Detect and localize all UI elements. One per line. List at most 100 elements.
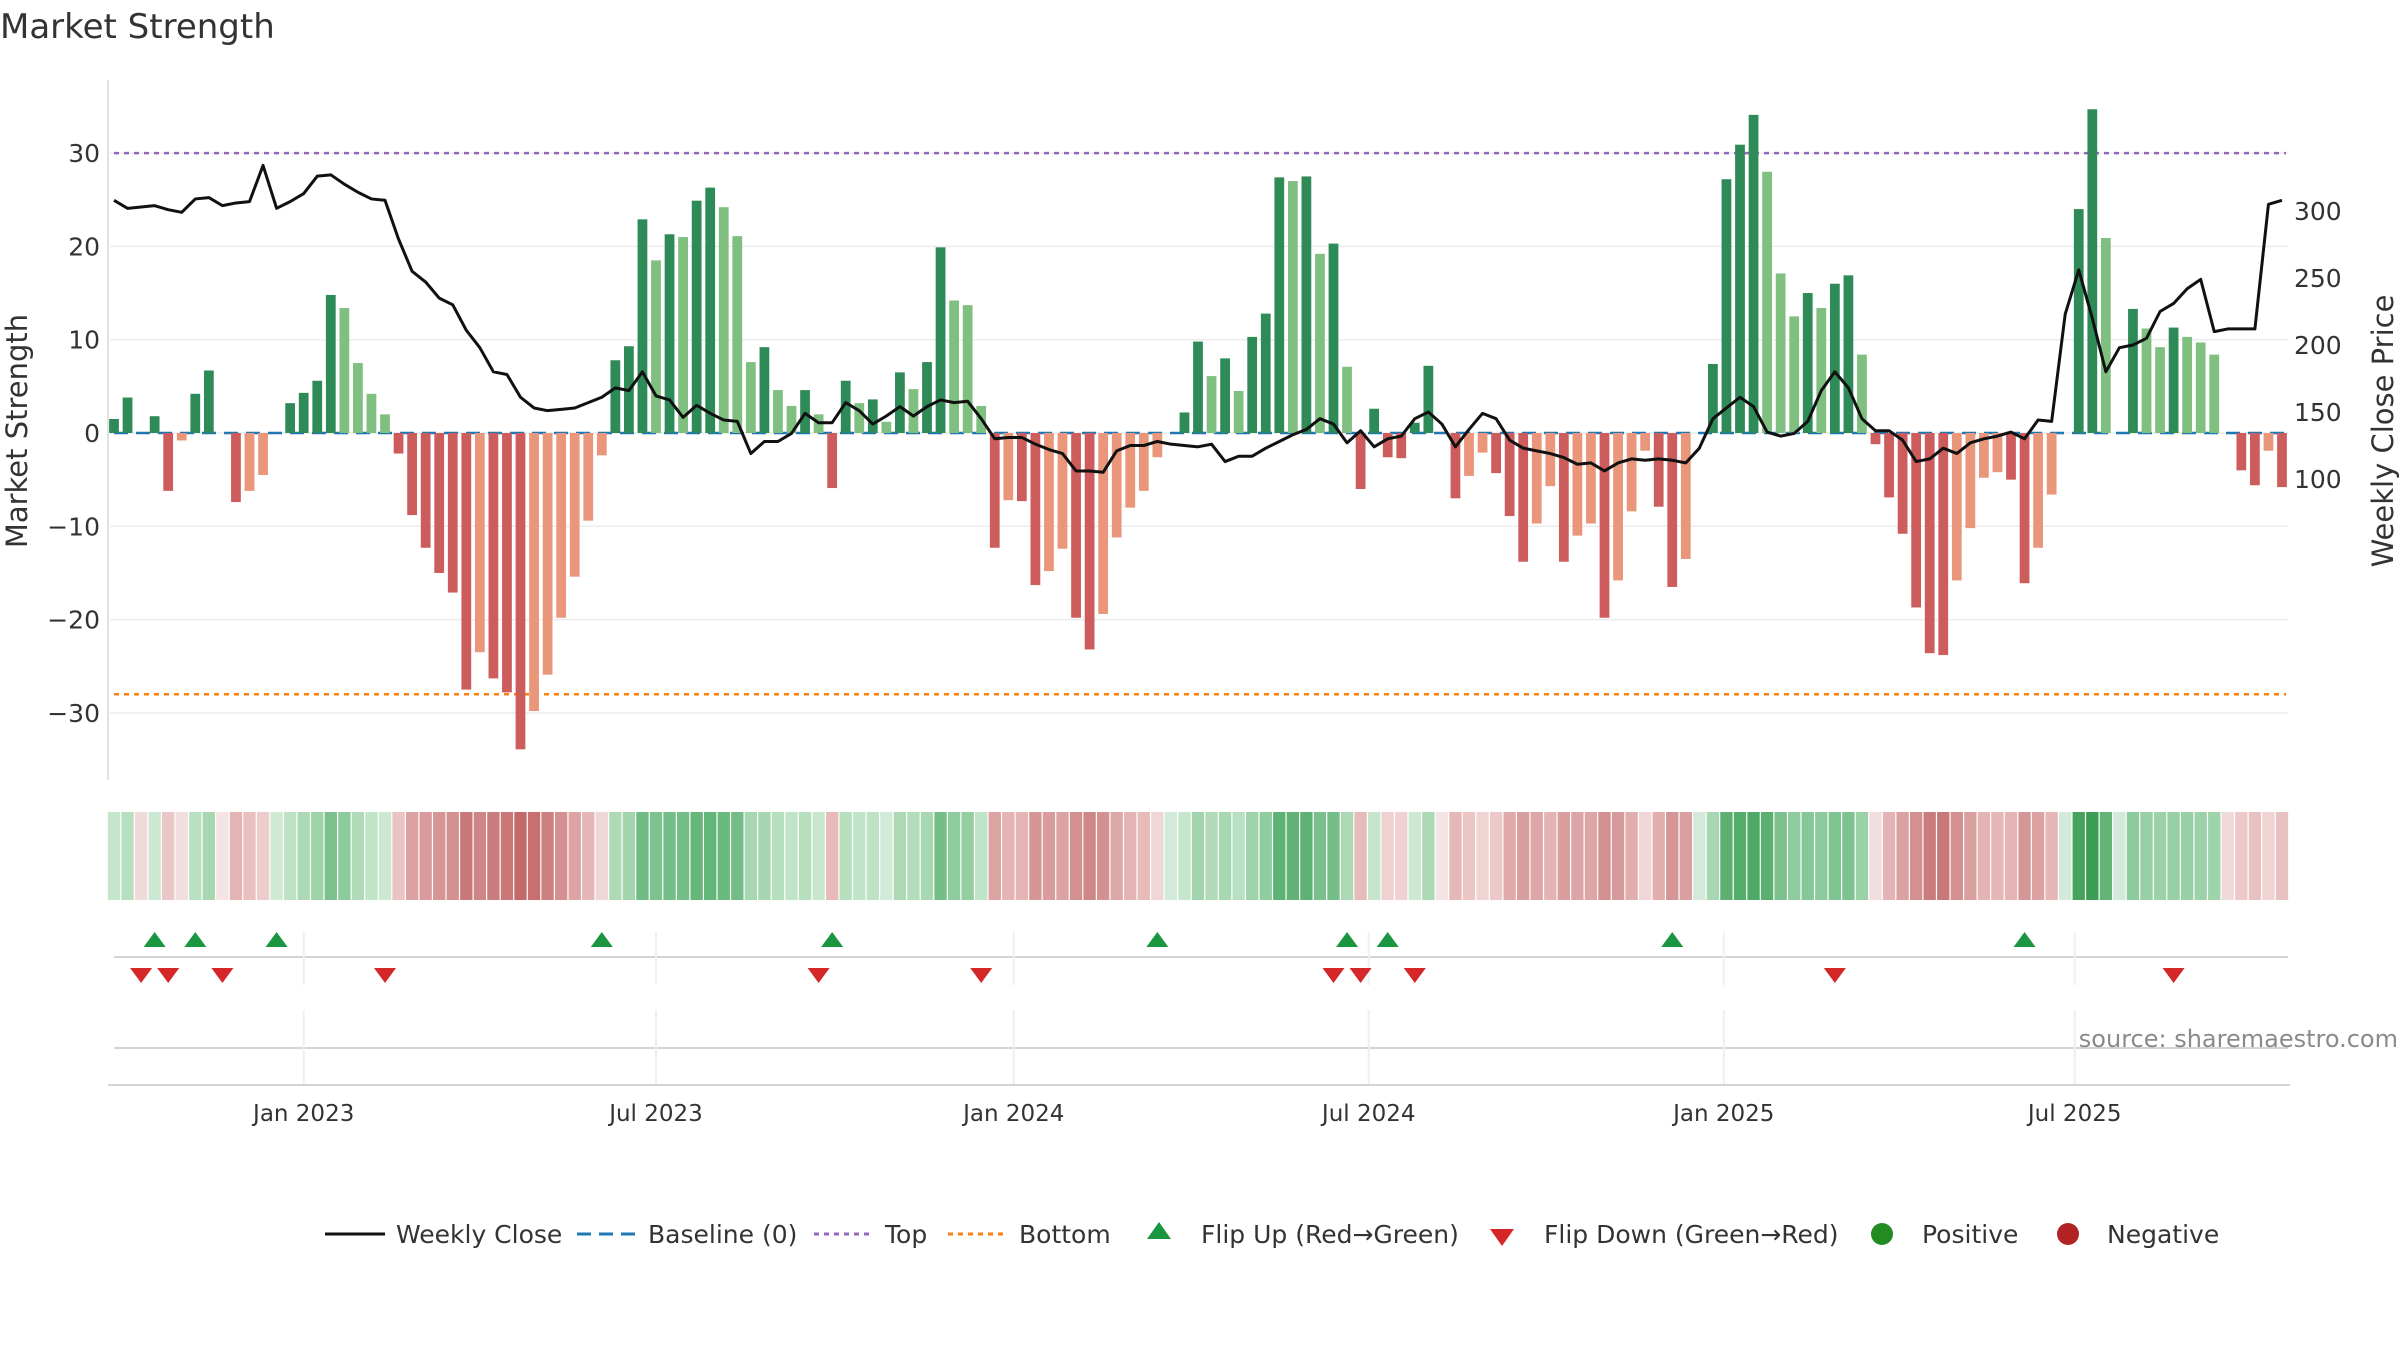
strip-cell xyxy=(433,812,446,900)
negative-bar xyxy=(1098,433,1109,614)
y-tick-label-left: 0 xyxy=(84,419,100,448)
strip-cell xyxy=(527,812,541,900)
strip-cell xyxy=(1056,812,1069,900)
strip-cell xyxy=(1747,812,1760,900)
positive-bar xyxy=(759,347,770,433)
strip-cell xyxy=(392,812,405,900)
strip-cell xyxy=(1923,812,1936,900)
flip-down-marker xyxy=(1823,968,1846,983)
negative-bar xyxy=(1491,433,1501,474)
strip-cell xyxy=(500,812,514,900)
positive-bar xyxy=(745,362,756,433)
strip-cell xyxy=(1029,812,1042,900)
flip-down-marker xyxy=(2162,968,2185,983)
negative-bar xyxy=(407,433,417,516)
source-note: source: sharemaestro.com xyxy=(2079,1025,2398,1053)
positive-bar xyxy=(366,393,377,433)
positive-bar xyxy=(149,416,160,433)
positive-bar xyxy=(1328,243,1339,433)
flip-down-marker xyxy=(1322,968,1345,983)
positive-bar xyxy=(380,414,390,433)
negative-bar xyxy=(515,433,526,750)
strip-cell xyxy=(1422,812,1435,900)
strip-cell xyxy=(324,812,337,900)
negative-bar xyxy=(556,433,567,618)
negative-bar xyxy=(1626,433,1637,512)
positive-bar xyxy=(2141,328,2152,433)
positive-bar xyxy=(881,421,892,433)
strip-cell xyxy=(582,812,595,900)
strip-cell xyxy=(595,812,608,900)
strip-cell xyxy=(2248,812,2262,900)
strip-cell xyxy=(2180,812,2194,900)
strip-cell xyxy=(934,812,947,900)
negative-bar xyxy=(2277,433,2287,488)
strip-cell xyxy=(1286,812,1300,900)
negative-bar xyxy=(1504,433,1515,517)
positive-bar xyxy=(895,372,905,433)
legend-flip-down-swatch xyxy=(1490,1229,1514,1246)
strip-cell xyxy=(812,812,825,900)
strip-cell xyxy=(2031,812,2045,900)
negative-bar xyxy=(1599,433,1610,618)
strip-cell xyxy=(1259,812,1272,900)
strip-cell xyxy=(2140,812,2153,900)
strip-cell xyxy=(1557,812,1571,900)
chart-title: Market Strength xyxy=(0,7,275,47)
negative-bar xyxy=(474,433,485,653)
y-axis-label-left: Market Strength xyxy=(0,314,34,548)
positive-bar xyxy=(353,363,363,433)
negative-bar xyxy=(2006,433,2016,480)
negative-bar xyxy=(420,433,431,548)
strip-cell xyxy=(1788,812,1801,900)
strip-cell xyxy=(2167,812,2180,900)
strip-cell xyxy=(568,812,581,900)
strip-cell xyxy=(1815,812,1828,900)
strip-cell xyxy=(1638,812,1652,900)
strip-cell xyxy=(1842,812,1855,900)
positive-bar xyxy=(1274,177,1285,433)
strip-cell xyxy=(649,812,663,900)
strip-cell xyxy=(1395,812,1408,900)
strip-cell xyxy=(1124,812,1137,900)
positive-bar xyxy=(651,260,661,433)
strip-cell xyxy=(1232,812,1245,900)
negative-bar xyxy=(827,433,838,489)
strip-cell xyxy=(1042,812,1056,900)
strip-cell xyxy=(1828,812,1842,900)
strip-cell xyxy=(1517,812,1530,900)
strip-cell xyxy=(839,812,852,900)
strip-cell xyxy=(2113,812,2126,900)
strip-cell xyxy=(1544,812,1557,900)
strip-cell xyxy=(731,812,744,900)
strip-cell xyxy=(2235,812,2248,900)
strip-cell xyxy=(1408,812,1421,900)
y-tick-label-right: 200 xyxy=(2294,331,2342,360)
negative-bar xyxy=(1152,433,1163,458)
positive-bar xyxy=(949,300,959,433)
negative-bar xyxy=(1572,433,1583,536)
positive-bar xyxy=(867,399,878,433)
strip-cell xyxy=(1530,812,1543,900)
strip-cell xyxy=(622,812,636,900)
strip-cell xyxy=(690,812,703,900)
strip-cell xyxy=(1611,812,1625,900)
negative-bar xyxy=(1382,433,1393,458)
negative-bar xyxy=(244,433,255,491)
strip-cell xyxy=(243,812,256,900)
negative-bar xyxy=(2019,433,2030,584)
negative-bar xyxy=(1653,433,1664,507)
negative-bar xyxy=(258,433,268,475)
strip-cell xyxy=(541,812,554,900)
negative-bar xyxy=(529,433,539,712)
negative-bar xyxy=(1558,433,1569,562)
strip-cell xyxy=(1706,812,1720,900)
strip-cell xyxy=(202,812,216,900)
negative-bar xyxy=(1396,433,1407,459)
positive-bar xyxy=(122,397,133,433)
strip-cell xyxy=(514,812,527,900)
positive-bar xyxy=(1789,316,1800,434)
positive-bar xyxy=(1762,171,1772,433)
